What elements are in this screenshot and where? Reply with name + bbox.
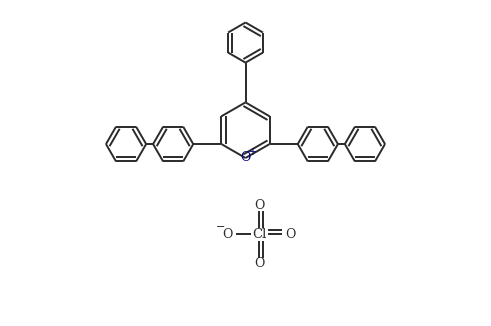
- Text: O: O: [222, 228, 233, 241]
- Text: O: O: [254, 199, 264, 212]
- Text: +: +: [248, 147, 256, 157]
- Text: O: O: [240, 152, 251, 165]
- Text: −: −: [216, 222, 225, 232]
- Text: O: O: [254, 257, 264, 270]
- Text: O: O: [285, 228, 296, 241]
- Text: Cl: Cl: [252, 228, 266, 241]
